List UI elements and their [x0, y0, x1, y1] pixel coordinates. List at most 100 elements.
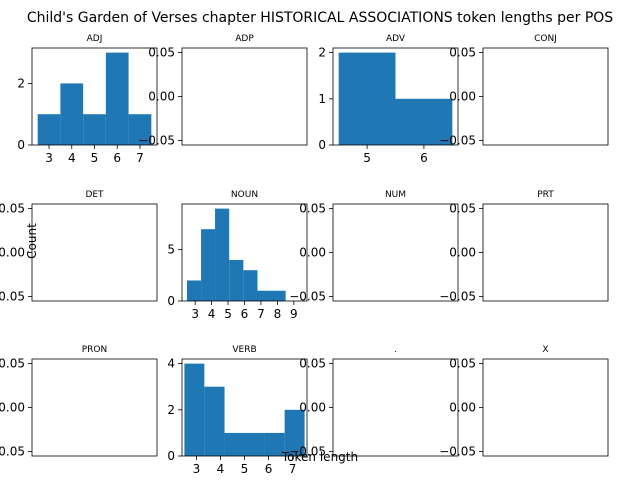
- panel-5: DET 0.05 0.00 −0.05: [0, 190, 158, 304]
- histogram-bar: [395, 98, 453, 145]
- y-tick-label: 0.00: [0, 401, 25, 415]
- panel-3: ADV 5 6 0 1 2: [318, 34, 459, 165]
- y-tick-label: 2: [167, 403, 175, 417]
- panel-12: X 0.05 0.00 −0.05: [439, 345, 609, 459]
- histogram-bar: [244, 432, 265, 456]
- panel-title: NOUN: [231, 190, 258, 200]
- panel-title: ADJ: [87, 34, 103, 44]
- y-tick-label: 0.05: [0, 201, 25, 215]
- y-tick-label: −0.05: [0, 290, 25, 304]
- histogram-bar: [284, 409, 305, 456]
- y-tick-label: −0.05: [138, 134, 175, 148]
- y-tick-label: 0.00: [449, 90, 476, 104]
- x-tick-label: 4: [208, 307, 216, 321]
- panel-frame: [31, 47, 158, 146]
- panel-8: PRT 0.05 0.00 −0.05: [439, 190, 609, 304]
- panel-title: DET: [85, 190, 104, 200]
- y-tick-label: 0.05: [299, 201, 326, 215]
- x-tick-label: 3: [193, 462, 201, 476]
- histogram-bar: [243, 270, 258, 301]
- y-tick-label: 0.05: [299, 356, 326, 370]
- y-axis-label: Count: [25, 223, 39, 259]
- panel-frame: [482, 358, 609, 457]
- x-tick-label: 4: [217, 462, 225, 476]
- y-tick-label: 4: [167, 357, 175, 371]
- x-tick-label: 6: [241, 307, 249, 321]
- y-tick-label: 2: [318, 46, 326, 60]
- y-tick-label: 0.00: [299, 246, 326, 260]
- panel-title: X: [542, 345, 548, 355]
- y-tick-label: 0: [167, 294, 175, 308]
- panel-frame: [181, 47, 308, 146]
- y-tick-label: 0.00: [0, 246, 25, 260]
- y-tick-label: 0.05: [148, 45, 175, 59]
- histogram-bar: [128, 114, 152, 145]
- chart-title: Child's Garden of Verses chapter HISTORI…: [27, 10, 613, 26]
- panel-frame: [332, 358, 459, 457]
- y-tick-label: −0.05: [289, 445, 326, 459]
- panel-10: VERB 3 4 5 6 7 0 2 4: [167, 345, 308, 476]
- y-tick-label: −0.05: [0, 445, 25, 459]
- y-tick-label: 0.00: [449, 246, 476, 260]
- panel-7: NUM 0.05 0.00 −0.05: [289, 190, 459, 304]
- y-tick-label: 0.05: [0, 356, 25, 370]
- histogram-bar: [338, 52, 396, 145]
- panel-frame: [181, 358, 308, 457]
- y-tick-label: −0.05: [439, 445, 476, 459]
- panel-title: PRT: [537, 190, 554, 200]
- panel-title: ADV: [386, 34, 406, 44]
- panel-title: VERB: [232, 345, 256, 355]
- x-tick-label: 5: [224, 307, 232, 321]
- x-tick-label: 6: [420, 151, 428, 165]
- histogram-bar: [105, 52, 129, 145]
- x-tick-label: 7: [257, 307, 265, 321]
- y-tick-label: 0.05: [449, 356, 476, 370]
- panel-title: .: [394, 345, 397, 355]
- x-tick-label: 3: [45, 151, 53, 165]
- y-tick-label: 0.00: [299, 401, 326, 415]
- panel-9: PRON 0.05 0.00 −0.05: [0, 345, 158, 459]
- x-tick-label: 8: [274, 307, 282, 321]
- x-tick-label: 5: [241, 462, 249, 476]
- panel-title: NUM: [385, 190, 406, 200]
- y-tick-label: 1: [318, 92, 326, 106]
- panel-frame: [482, 47, 609, 146]
- y-tick-label: −0.05: [289, 290, 326, 304]
- x-tick-label: 9: [290, 307, 298, 321]
- y-tick-label: 0.00: [449, 401, 476, 415]
- y-tick-label: 0: [167, 449, 175, 463]
- x-axis-label: Token length: [281, 450, 358, 464]
- x-tick-label: 5: [91, 151, 99, 165]
- histogram-bar: [215, 208, 230, 301]
- panel-frame: [31, 358, 158, 457]
- histogram-bar: [264, 432, 285, 456]
- panel-4: CONJ 0.05 0.00 −0.05: [439, 34, 609, 148]
- y-tick-label: 0: [318, 138, 326, 152]
- y-tick-label: 0: [17, 138, 25, 152]
- x-tick-label: 7: [136, 151, 144, 165]
- panel-frame: [332, 203, 459, 302]
- histogram-bar: [60, 83, 84, 145]
- y-tick-label: 0.05: [449, 201, 476, 215]
- panel-title: ADP: [235, 34, 254, 44]
- panel-title: CONJ: [534, 34, 557, 44]
- panel-frame: [332, 47, 459, 146]
- histogram-bar: [271, 290, 286, 301]
- histogram-bar: [37, 114, 61, 145]
- x-tick-label: 3: [191, 307, 199, 321]
- y-tick-label: 5: [167, 243, 175, 257]
- x-tick-label: 4: [68, 151, 76, 165]
- panel-2: ADP 0.05 0.00 −0.05: [138, 34, 308, 148]
- histogram-bar: [186, 280, 202, 301]
- histogram-bar: [83, 114, 106, 145]
- histogram-bar: [184, 363, 205, 456]
- histogram-bar: [204, 386, 225, 456]
- y-tick-label: 2: [17, 76, 25, 90]
- panel-frame: [482, 203, 609, 302]
- histogram-bar: [229, 259, 244, 301]
- x-tick-label: 7: [289, 462, 297, 476]
- y-tick-label: −0.05: [439, 290, 476, 304]
